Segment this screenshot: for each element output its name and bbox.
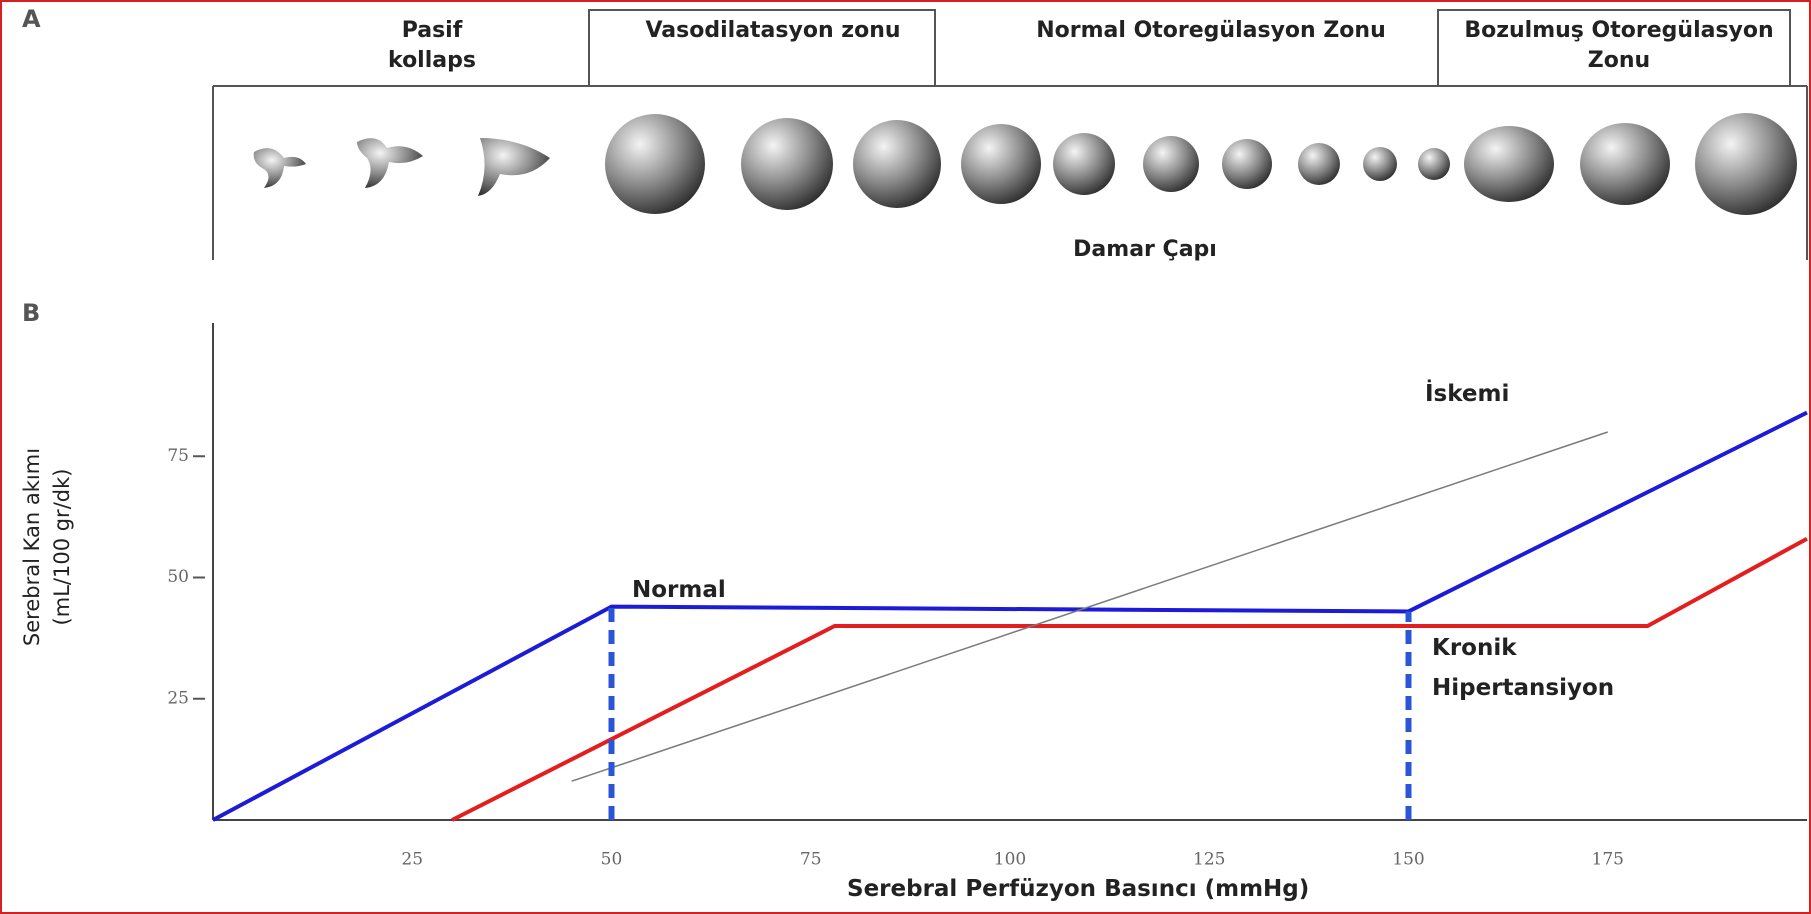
x-tick-label: 175 xyxy=(1592,850,1624,870)
vessel xyxy=(853,120,941,208)
y-tick-label: 50 xyxy=(167,567,189,587)
caption: Damar Çapı xyxy=(995,235,1295,265)
vessel xyxy=(1053,133,1115,195)
x-tick-label: 75 xyxy=(800,850,822,870)
vessel xyxy=(1695,113,1797,215)
series-label: İskemi xyxy=(1425,374,1625,414)
y-axis-title: Serebral Kan akımı (mL/100 gr/dk) xyxy=(17,427,77,667)
x-axis-title: Serebral Perfüzyon Basıncı (mmHg) xyxy=(847,874,1247,904)
x-tick-label: 100 xyxy=(994,850,1026,870)
panel-label: B xyxy=(22,298,40,328)
x-tick-label: 50 xyxy=(601,850,623,870)
vessel xyxy=(1222,139,1272,189)
vessel xyxy=(1580,123,1670,205)
zone-label: Vasodilatasyon zonu xyxy=(623,16,923,46)
x-tick-label: 150 xyxy=(1392,850,1424,870)
series-label: Kronik Hipertansiyon xyxy=(1432,628,1652,708)
panel-label: A xyxy=(22,4,41,34)
vessel xyxy=(605,114,705,214)
vessel xyxy=(1363,147,1397,181)
series-line xyxy=(213,413,1807,820)
vessel xyxy=(1418,148,1450,180)
zone-label: Pasif kollaps xyxy=(362,16,502,76)
vessel-diameters xyxy=(254,113,1797,215)
series-label: Normal xyxy=(632,570,832,610)
vessel xyxy=(961,124,1041,204)
zone-label: Bozulmuş Otoregülasyon Zonu xyxy=(1449,16,1789,76)
figure: 25 50 75 25 50 75 100 125 150 175 xyxy=(2,2,1809,912)
x-tick-label: 125 xyxy=(1193,850,1225,870)
page: 25 50 75 25 50 75 100 125 150 175 A Pasif kollaps… xyxy=(0,0,1811,914)
vessel xyxy=(741,118,833,210)
vessel xyxy=(1464,126,1554,202)
zone-label: Normal Otoregülasyon Zonu xyxy=(1031,16,1391,46)
y-tick-label: 25 xyxy=(167,688,189,708)
y-tick-label: 75 xyxy=(167,446,189,466)
x-tick-label: 25 xyxy=(401,850,423,870)
vessel xyxy=(1298,143,1340,185)
vessel xyxy=(1143,136,1199,192)
